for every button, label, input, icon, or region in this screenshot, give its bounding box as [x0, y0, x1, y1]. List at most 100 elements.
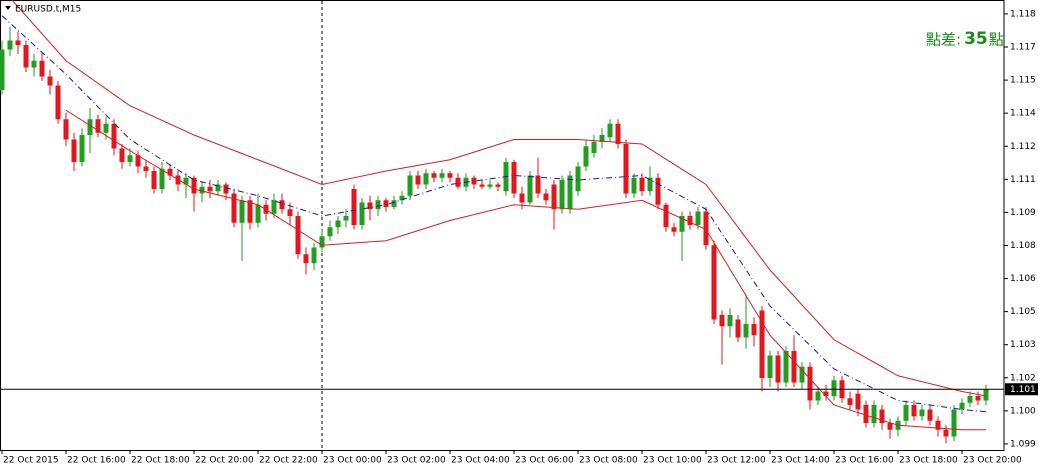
y-tick-label: 1.103: [1010, 340, 1036, 350]
candle-body: [527, 175, 533, 203]
candle-body: [295, 216, 301, 255]
candle-body: [455, 177, 461, 187]
candle-body: [615, 123, 621, 144]
candle-body: [599, 135, 605, 142]
price-label: 1.101: [1010, 385, 1036, 395]
y-tick-label: 1.099: [1010, 439, 1036, 449]
candle-body: [679, 216, 685, 232]
x-tick-label: 22 Oct 20:00: [195, 456, 254, 466]
candle-body: [519, 193, 525, 203]
candle-body: [279, 200, 285, 210]
candle-body: [391, 200, 397, 207]
candle-body: [103, 123, 109, 133]
candle-body: [711, 245, 717, 320]
candle-body: [879, 409, 885, 423]
candle-body: [775, 355, 781, 383]
candle-body: [863, 405, 869, 423]
candle-body: [39, 60, 45, 77]
candle-body: [607, 123, 613, 138]
candle-body: [855, 393, 861, 410]
candle-body: [423, 173, 429, 185]
x-tick-label: 23 Oct 10:00: [643, 456, 702, 466]
candle-body: [431, 173, 437, 178]
candle-body: [247, 200, 253, 223]
candle-body: [951, 409, 957, 437]
x-tick-label: 23 Oct 18:00: [899, 456, 958, 466]
candle-body: [575, 166, 581, 192]
spread-value: 35: [964, 29, 988, 49]
candle-body: [255, 204, 261, 223]
plot-frame: [0, 0, 1005, 451]
candle-body: [583, 146, 589, 167]
candle-body: [831, 380, 837, 396]
candle-body: [407, 175, 413, 196]
x-tick-label: 22 Oct 22:00: [259, 456, 318, 466]
candle-body: [695, 211, 701, 225]
candle-body: [351, 189, 357, 225]
x-tick-label: 22 Oct 16:00: [67, 456, 126, 466]
candle-body: [15, 40, 21, 45]
candle-body: [71, 139, 77, 162]
candle-body: [375, 200, 381, 210]
candle-body: [143, 166, 149, 171]
candle-body: [487, 184, 493, 187]
candle-body: [319, 236, 325, 248]
x-tick-label: 23 Oct 12:00: [707, 456, 766, 466]
candle-body: [231, 193, 237, 223]
candle-body: [415, 175, 421, 185]
candle-body: [967, 396, 973, 403]
candle-body: [0, 49, 5, 90]
candle-body: [95, 119, 101, 133]
candle-body: [567, 175, 573, 210]
candle-body: [903, 405, 909, 421]
y-tick-label: 1.102: [1010, 373, 1036, 383]
candle-body: [927, 409, 933, 421]
candle-body: [495, 184, 501, 187]
candle-body: [759, 310, 765, 378]
chart-title: EURUSD.t,M15: [15, 5, 81, 15]
candle-body: [719, 315, 725, 327]
candle-body: [479, 184, 485, 187]
candle-body: [199, 186, 205, 194]
y-tick-label: 1.111: [1010, 175, 1036, 185]
candle-body: [471, 177, 477, 185]
candle-body: [223, 184, 229, 194]
candle-body: [135, 155, 141, 167]
band-line: [65, 109, 986, 431]
candle-body: [639, 177, 645, 192]
candle-body: [543, 193, 549, 201]
candle-body: [823, 391, 829, 396]
y-tick-label: 1.108: [1010, 241, 1036, 251]
candle-body: [343, 216, 349, 221]
candle-body: [655, 177, 661, 205]
x-tick-label: 23 Oct 06:00: [515, 456, 574, 466]
candle-body: [919, 409, 925, 417]
candle-body: [799, 366, 805, 383]
candle-body: [767, 355, 773, 378]
candle-body: [935, 420, 941, 430]
candle-body: [167, 168, 173, 176]
candle-body: [815, 391, 821, 401]
x-tick-label: 23 Oct 04:00: [451, 456, 510, 466]
candle-body: [23, 45, 29, 68]
candle-body: [7, 40, 13, 50]
candle-body: [807, 366, 813, 401]
candle-body: [791, 351, 797, 383]
x-tick-label: 23 Oct 16:00: [835, 456, 894, 466]
candle-body: [687, 216, 693, 225]
candle-body: [959, 402, 965, 410]
x-tick-label: 23 Oct 00:00: [323, 456, 382, 466]
candle-body: [287, 209, 293, 216]
spread-label: 點差:: [926, 31, 961, 49]
candle-body: [311, 247, 317, 264]
x-tick-label: 23 Oct 08:00: [579, 456, 638, 466]
y-tick-label: 1.112: [1010, 142, 1036, 152]
candle-body: [79, 135, 85, 162]
x-tick-label: 23 Oct 02:00: [387, 456, 446, 466]
y-tick-label: 1.114: [1010, 109, 1036, 119]
candle-body: [383, 200, 389, 207]
candle-body: [511, 162, 517, 194]
candle-body: [591, 141, 597, 153]
candle-body: [239, 200, 245, 223]
